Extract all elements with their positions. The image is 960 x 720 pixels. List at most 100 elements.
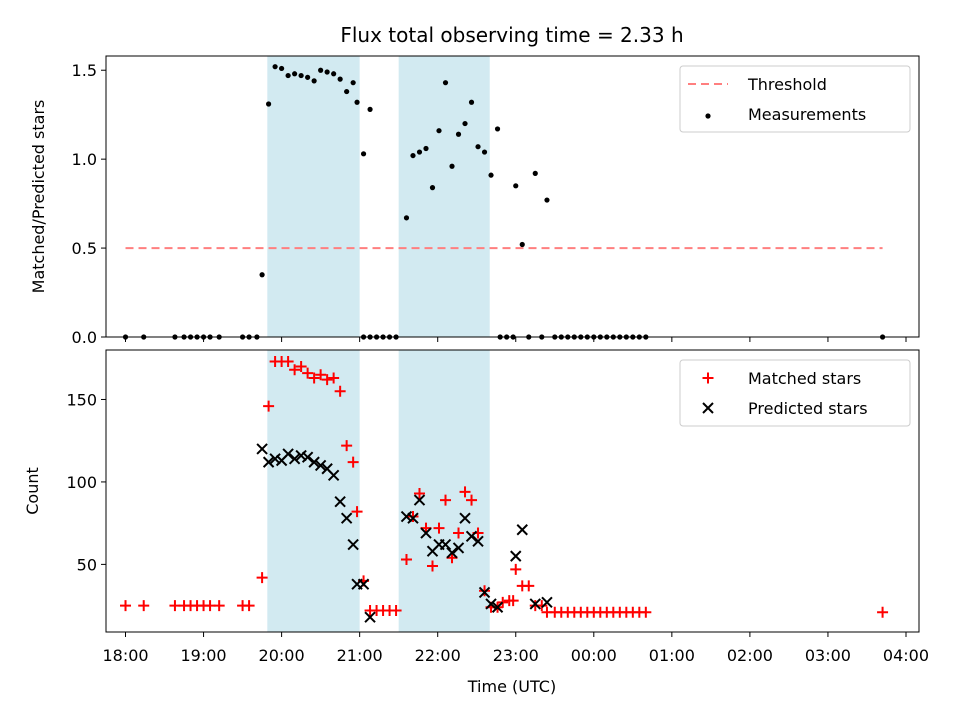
y-tick-label-1.5: 1.5 <box>72 61 97 80</box>
predicted-point-27 <box>459 512 471 524</box>
predicted-point-16 <box>357 578 370 590</box>
measurement-point-26 <box>350 80 356 86</box>
matched-point-48 <box>497 596 509 608</box>
y-tick-label-0.0: 0.0 <box>72 328 97 347</box>
measurement-point-14 <box>272 64 278 70</box>
matched-point-26 <box>351 506 363 518</box>
predicted-point-32 <box>491 601 504 613</box>
measurement-point-37 <box>410 152 416 159</box>
legend-label-1-2: Measurements <box>748 105 866 124</box>
measurement-point-19 <box>305 74 311 80</box>
legend-marker-measurements <box>705 113 711 119</box>
predicted-point-30 <box>478 586 491 599</box>
measurement-point-29 <box>367 106 373 112</box>
y-tick-label-0.5: 0.5 <box>72 239 97 258</box>
matched-point-8 <box>213 600 225 612</box>
predicted-point-21 <box>420 527 432 539</box>
measurement-point-25 <box>344 88 350 95</box>
matched-point-21 <box>321 374 333 386</box>
x-axis-label: Time (UTC) <box>467 677 556 696</box>
predicted-point-19 <box>407 512 419 524</box>
matched-point-39 <box>440 494 452 506</box>
predicted-point-7 <box>301 451 314 463</box>
x-tick-label-23:00: 23:00 <box>493 646 539 665</box>
predicted-point-4 <box>282 448 294 460</box>
matched-point-23 <box>334 385 346 397</box>
matched-point-37 <box>427 560 439 572</box>
measurement-point-43 <box>449 163 455 169</box>
x-tick-label-21:00: 21:00 <box>337 646 383 665</box>
predicted-point-17 <box>364 611 376 623</box>
predicted-point-12 <box>334 496 346 508</box>
matched-point-18 <box>302 367 314 379</box>
measurement-point-44 <box>455 131 462 137</box>
matched-point-35 <box>413 487 425 499</box>
chart-title: Flux total observing time = 2.33 h <box>340 23 683 47</box>
matched-point-43 <box>466 494 478 506</box>
matched-point-1 <box>138 600 150 612</box>
matched-point-10 <box>243 600 255 612</box>
measurement-point-12 <box>259 272 265 278</box>
x-tick-label-01:00: 01:00 <box>649 646 695 665</box>
predicted-point-5 <box>288 453 301 465</box>
measurement-point-54 <box>513 183 519 189</box>
matched-point-25 <box>347 456 359 468</box>
matched-point-0 <box>120 600 132 612</box>
x-tick-label-18:00: 18:00 <box>102 646 148 665</box>
shaded-interval-1 <box>267 350 360 632</box>
matched-point-16 <box>289 364 301 376</box>
legend-box-2 <box>679 359 911 427</box>
predicted-point-0 <box>256 443 268 455</box>
matched-point-22 <box>328 372 340 384</box>
predicted-point-6 <box>295 449 307 462</box>
matched-point-51 <box>510 563 522 575</box>
x-tick-label-03:00: 03:00 <box>805 646 851 665</box>
measurement-point-41 <box>436 128 442 134</box>
matched-point-38 <box>433 522 445 534</box>
y-axis-label-2: Count <box>23 467 42 515</box>
matched-point-72 <box>877 606 889 618</box>
predicted-point-28 <box>465 530 478 543</box>
measurement-point-57 <box>544 197 550 203</box>
matched-point-17 <box>295 360 307 372</box>
y-tick-label-100: 100 <box>66 473 97 492</box>
measurement-point-42 <box>442 80 449 86</box>
matched-point-24 <box>341 440 353 452</box>
measurement-point-45 <box>462 120 468 127</box>
predicted-point-18 <box>400 510 413 523</box>
x-tick-label-02:00: 02:00 <box>727 646 773 665</box>
predicted-point-9 <box>314 459 327 472</box>
x-tick-label-22:00: 22:00 <box>415 646 461 665</box>
legend-label-2-2: Predicted stars <box>748 399 868 418</box>
shaded-interval-1 <box>267 56 360 337</box>
predicted-point-26 <box>452 542 465 554</box>
x-tick-label-04:00: 04:00 <box>883 646 929 665</box>
matched-point-12 <box>263 400 275 412</box>
predicted-point-13 <box>340 512 353 524</box>
measurement-point-15 <box>279 65 285 72</box>
predicted-point-34 <box>516 524 528 536</box>
y-axis-label-1: Matched/Predicted stars <box>29 100 48 294</box>
legend-marker-predicted <box>702 402 714 414</box>
matched-point-20 <box>315 369 327 381</box>
predicted-point-20 <box>413 494 426 506</box>
measurement-point-27 <box>354 99 360 105</box>
y-tick-label-50: 50 <box>77 555 97 574</box>
matched-point-33 <box>400 553 412 565</box>
predicted-point-14 <box>347 538 359 551</box>
matched-point-11 <box>256 572 268 584</box>
shaded-interval-2 <box>398 350 490 632</box>
predicted-point-11 <box>327 469 340 482</box>
measurement-point-17 <box>292 71 298 77</box>
measurement-point-56 <box>532 170 538 176</box>
measurement-point-40 <box>429 185 436 191</box>
predicted-point-35 <box>529 598 541 610</box>
measurement-point-23 <box>331 71 337 77</box>
measurement-point-48 <box>481 149 488 155</box>
shaded-interval-2 <box>398 56 490 337</box>
measurement-point-49 <box>488 172 494 178</box>
measurement-point-28 <box>360 151 367 157</box>
legend-box-1 <box>679 65 911 133</box>
predicted-point-2 <box>269 453 281 465</box>
